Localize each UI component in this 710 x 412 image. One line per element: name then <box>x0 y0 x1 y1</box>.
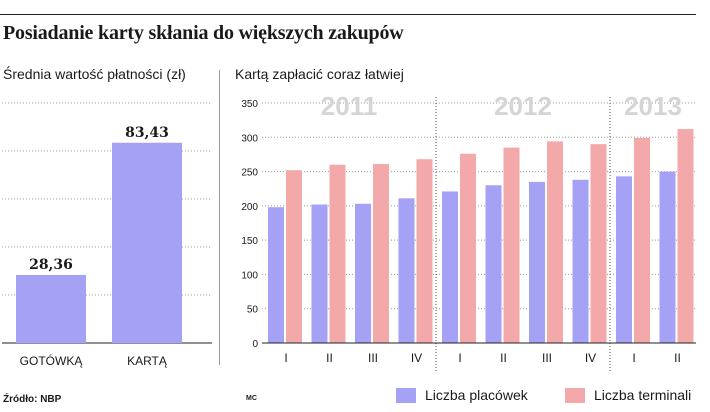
year-label: 2011 <box>321 91 377 121</box>
author-credit: MC <box>246 395 257 402</box>
left-category-label: KARTĄ <box>127 354 168 368</box>
year-label: 2013 <box>624 91 682 121</box>
legend-label-terminale: Liczba terminali <box>594 387 692 403</box>
right-y-tick-label: 150 <box>241 236 258 247</box>
bar-placowki <box>355 203 371 343</box>
right-chart-title: Kartą zapłacić coraz łatwiej <box>235 66 404 82</box>
left-bar <box>112 142 182 343</box>
bar-terminale <box>329 164 346 343</box>
bar-placowki <box>442 191 458 343</box>
bar-terminale <box>590 144 607 343</box>
quarter-label: I <box>458 351 461 365</box>
right-y-tick-label: 0 <box>252 339 258 350</box>
quarter-label: III <box>542 351 552 365</box>
year-label: 2012 <box>494 91 552 121</box>
bar-terminale <box>286 170 302 343</box>
bar-placowki <box>485 185 502 343</box>
quarter-label: III <box>368 351 378 365</box>
left-bar <box>16 274 86 343</box>
bar-terminale <box>634 137 650 343</box>
source-note: Źródło: NBP <box>3 394 62 405</box>
quarter-label: II <box>326 351 333 365</box>
right-y-tick-label: 250 <box>241 168 258 179</box>
bar-terminale <box>416 159 433 343</box>
left-category-label: GOTÓWKĄ <box>20 353 84 368</box>
right-y-tick-label: 200 <box>241 202 258 213</box>
bar-placowki <box>659 171 676 343</box>
bar-terminale <box>503 147 520 343</box>
bar-terminale <box>677 129 694 343</box>
legend-item-terminale: Liczba terminali <box>565 385 691 405</box>
quarter-label: I <box>284 351 287 365</box>
chart-separator <box>219 70 220 365</box>
bar-placowki <box>398 198 415 343</box>
bar-terminale <box>547 141 563 343</box>
left-chart-title: Średnia wartość płatności (zł) <box>3 66 186 82</box>
right-y-tick-label: 100 <box>241 270 258 281</box>
bar-placowki <box>268 207 284 343</box>
bar-terminale <box>373 164 389 343</box>
left-bar-value-label: 28,36 <box>29 257 73 273</box>
right-y-tick-label: 350 <box>241 99 258 110</box>
bar-placowki <box>529 181 545 343</box>
bar-placowki <box>572 179 589 343</box>
legend-label-placowki: Liczba placówek <box>425 387 528 403</box>
legend-swatch-terminale <box>565 387 585 403</box>
quarter-label: I <box>632 351 635 365</box>
quarter-label: II <box>500 351 507 365</box>
quarter-label: IV <box>585 351 596 365</box>
left-bar-value-label: 83,43 <box>125 125 169 141</box>
right-y-tick-label: 50 <box>247 305 259 316</box>
legend-item-placowki: Liczba placówek <box>396 385 528 405</box>
legend-swatch-placowki <box>396 387 416 403</box>
chart-title: Posiadanie karty skłania do większych za… <box>3 22 404 44</box>
bar-placowki <box>616 176 632 343</box>
right-y-tick-label: 300 <box>241 133 258 144</box>
quarter-label: II <box>674 351 681 365</box>
top-rule <box>0 14 696 15</box>
bar-terminale <box>460 153 476 343</box>
bar-placowki <box>311 204 328 343</box>
quarter-label: IV <box>411 351 422 365</box>
